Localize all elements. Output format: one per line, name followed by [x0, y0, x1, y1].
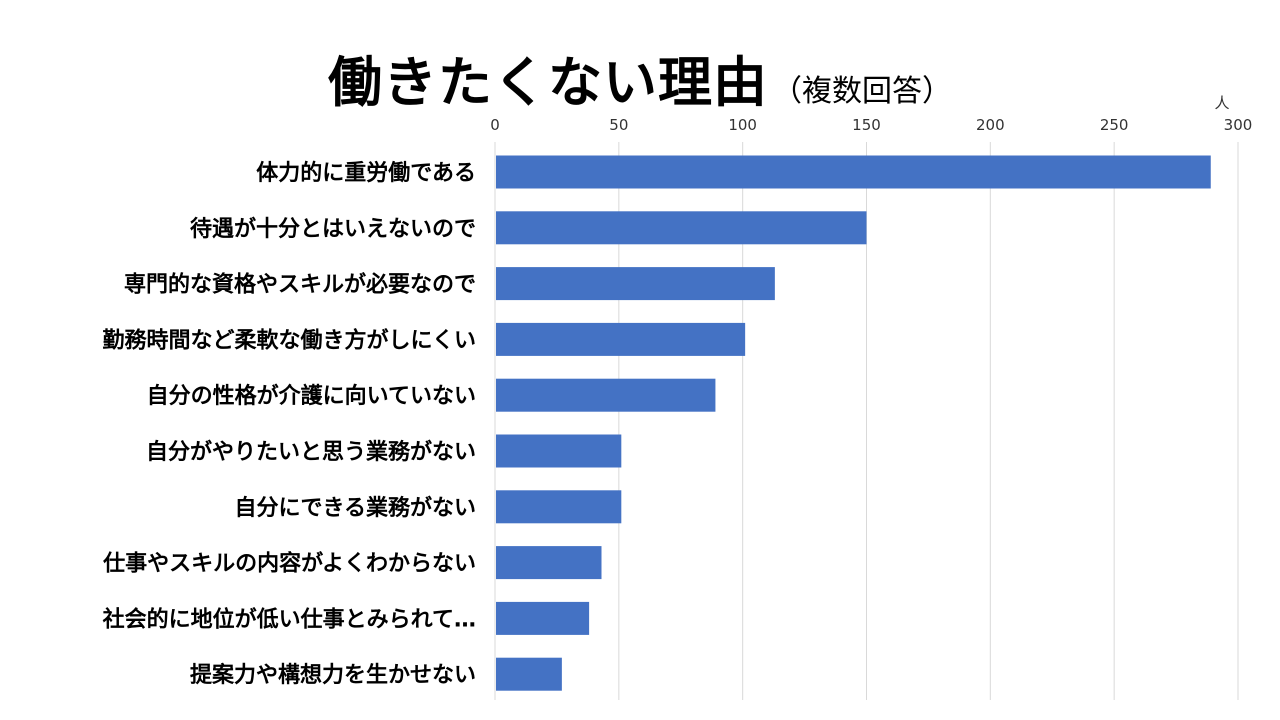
x-tick-label: 250 — [1100, 116, 1129, 134]
category-label: 仕事やスキルの内容がよくわからない — [102, 551, 476, 577]
chart-title-sub: （複数回答） — [772, 74, 952, 109]
chart-title-main: 働きたくない理由 — [328, 51, 768, 114]
x-tick-label: 300 — [1224, 116, 1253, 134]
category-label: 社会的に地位が低い仕事とみられて… — [103, 606, 476, 632]
chart-title: 働きたくない理由 （複数回答） — [0, 38, 1280, 117]
bar — [496, 267, 775, 301]
bar — [496, 322, 746, 356]
category-label: 勤務時間など柔軟な働き方がしにくい — [102, 327, 476, 353]
x-tick-label: 100 — [728, 116, 757, 134]
bar — [496, 211, 867, 245]
bar — [496, 546, 602, 580]
category-label: 体力的に重労働である — [256, 160, 476, 186]
unit-label: 人 — [1214, 94, 1229, 112]
x-tick-label: 50 — [609, 116, 628, 134]
category-label: 自分にできる業務がない — [234, 495, 476, 521]
category-label: 自分の性格が介護に向いていない — [147, 383, 476, 409]
bar — [496, 490, 622, 524]
category-label: 専門的な資格やスキルが必要なので — [124, 272, 476, 298]
bar — [496, 155, 1211, 189]
bar — [496, 378, 716, 412]
category-label: 自分がやりたいと思う業務がない — [146, 439, 476, 465]
category-label: 提案力や構想力を生かせない — [190, 662, 476, 688]
bar — [496, 601, 590, 635]
x-tick-label: 200 — [976, 116, 1005, 134]
x-tick-label: 150 — [852, 116, 881, 134]
category-label: 待遇が十分とはいえないので — [190, 216, 476, 242]
bar — [496, 434, 622, 468]
bar — [496, 657, 562, 691]
x-tick-label: 0 — [490, 116, 500, 134]
